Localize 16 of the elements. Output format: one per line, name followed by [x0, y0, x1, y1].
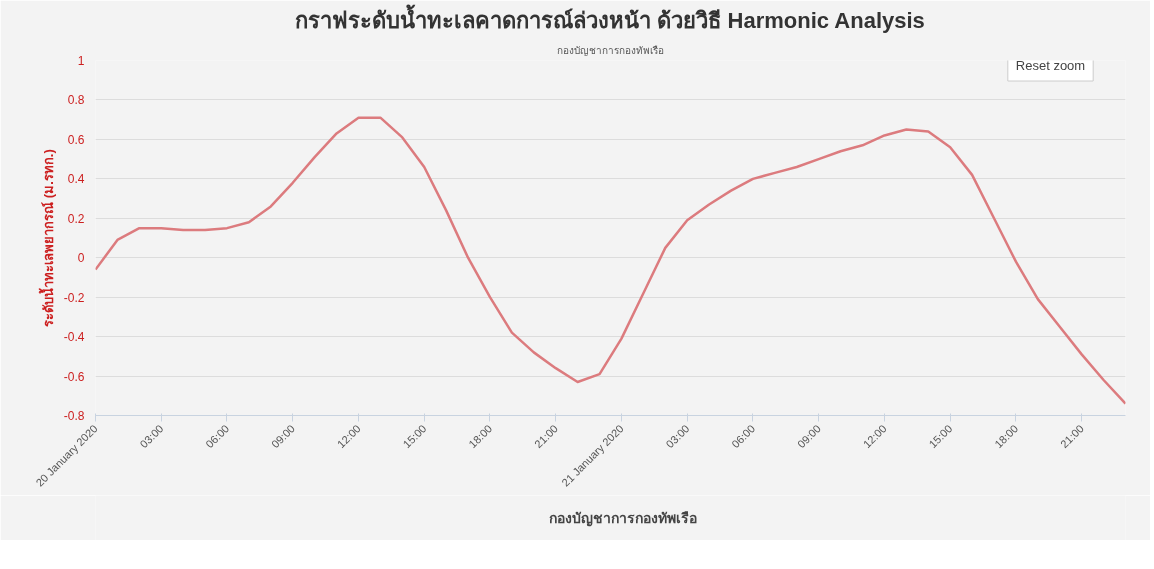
y-tick-label: 0.2 — [67, 211, 85, 226]
y-tick-label: -0.2 — [63, 290, 85, 305]
y-tick-label: 0 — [77, 251, 85, 266]
y-tick-label: 0.4 — [67, 172, 85, 187]
chart-title: กราฟระดับน้ำทะเลคาดการณ์ล่วงหน้า ด้วยวิธี Harmonic Analysis — [295, 3, 925, 33]
line-series — [95, 116, 1126, 405]
y-tick-label: 0.6 — [67, 132, 85, 147]
y-tick-label: 0.8 — [67, 93, 85, 108]
chart-subtitle: กองบัญชาการกองทัพเรือ — [557, 44, 664, 56]
y-tick-label: -0.6 — [63, 369, 85, 384]
annotation: Reset zoom — [1015, 58, 1086, 73]
y-tick-label: 1 — [77, 54, 85, 68]
y-tick-label: -0.4 — [63, 330, 85, 345]
text: กองบัญชาการกองทัพเรือ — [548, 508, 697, 529]
y-tick-label: -0.8 — [63, 409, 85, 423]
y-axis-title: ระดับน้ำทะเลพยากรณ์ (ม.รทก.) — [37, 149, 56, 327]
